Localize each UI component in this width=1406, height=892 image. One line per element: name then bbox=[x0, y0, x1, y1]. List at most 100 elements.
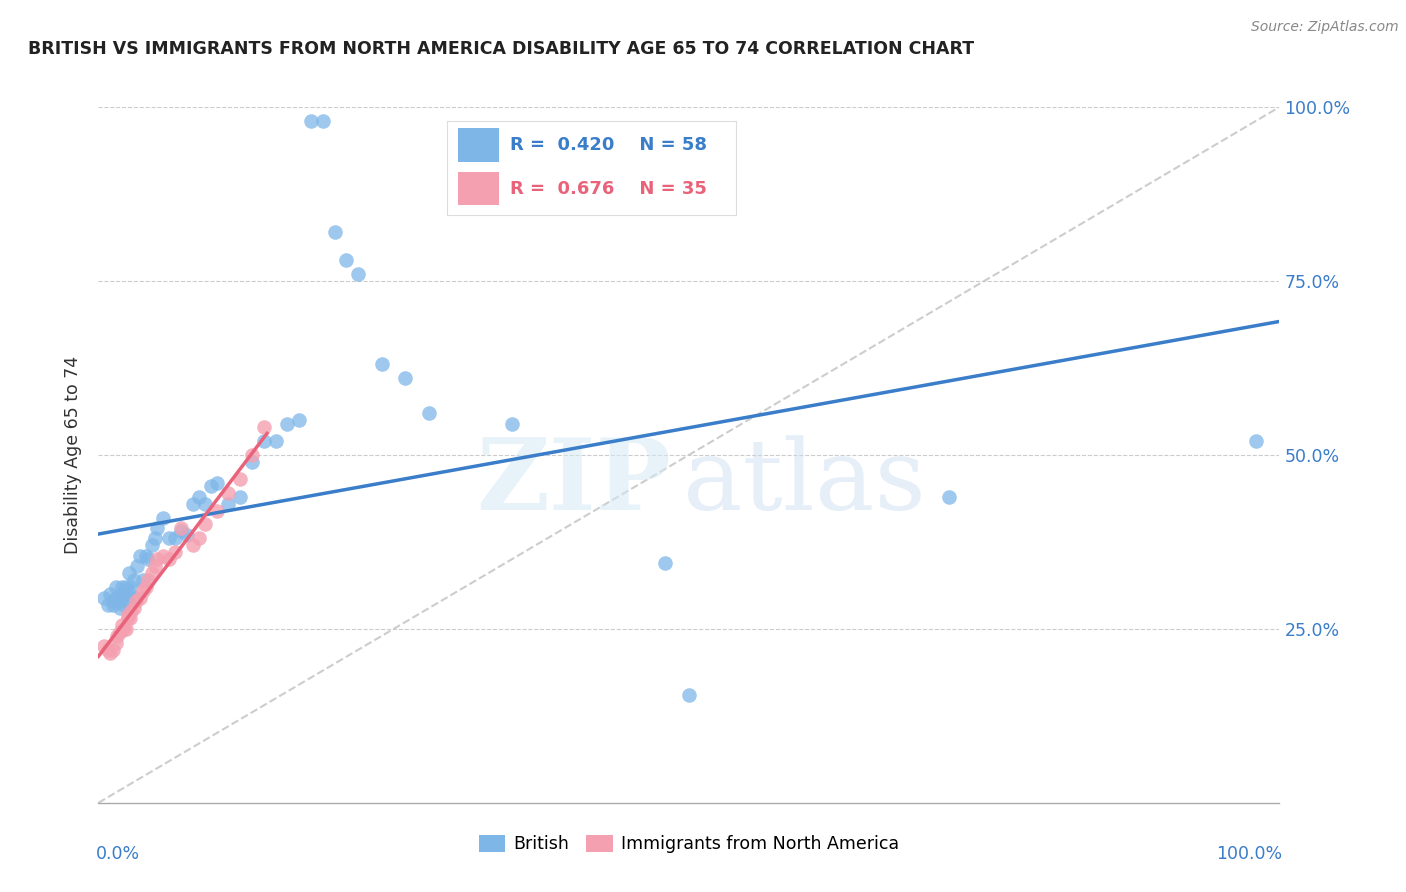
Text: 0.0%: 0.0% bbox=[96, 845, 141, 863]
Point bbox=[323, 225, 346, 239]
Point bbox=[335, 253, 357, 268]
Point bbox=[170, 521, 193, 535]
Point bbox=[1244, 434, 1267, 448]
Point bbox=[394, 371, 416, 385]
Point bbox=[418, 406, 440, 420]
Point bbox=[253, 420, 276, 434]
Point bbox=[128, 591, 150, 605]
Point bbox=[108, 625, 131, 640]
Point bbox=[135, 580, 157, 594]
Point bbox=[194, 517, 217, 532]
Point bbox=[299, 114, 322, 128]
Point bbox=[181, 538, 204, 552]
Point bbox=[678, 688, 700, 702]
Point bbox=[111, 587, 134, 601]
Text: ZIP: ZIP bbox=[477, 434, 671, 532]
Point bbox=[181, 497, 204, 511]
Point bbox=[229, 490, 252, 504]
Point bbox=[194, 497, 217, 511]
Point bbox=[122, 573, 145, 587]
Point bbox=[347, 267, 370, 281]
Point bbox=[654, 556, 676, 570]
Text: Source: ZipAtlas.com: Source: ZipAtlas.com bbox=[1251, 20, 1399, 34]
Point bbox=[135, 549, 157, 563]
Point bbox=[114, 622, 136, 636]
Point bbox=[105, 580, 128, 594]
Point bbox=[122, 601, 145, 615]
Point bbox=[143, 559, 166, 574]
Point bbox=[240, 448, 263, 462]
Point bbox=[176, 528, 198, 542]
Point bbox=[105, 591, 128, 605]
Point bbox=[141, 538, 163, 552]
Point bbox=[157, 532, 180, 546]
Point bbox=[120, 611, 142, 625]
Point bbox=[127, 559, 149, 574]
Point bbox=[253, 434, 276, 448]
Point bbox=[152, 510, 174, 524]
Point bbox=[217, 497, 239, 511]
Text: 100.0%: 100.0% bbox=[1216, 845, 1282, 863]
Point bbox=[98, 646, 121, 660]
Legend: British, Immigrants from North America: British, Immigrants from North America bbox=[471, 828, 907, 860]
Point bbox=[118, 566, 141, 581]
Point bbox=[141, 566, 163, 581]
Point bbox=[97, 598, 120, 612]
Point bbox=[152, 549, 174, 563]
Point bbox=[105, 636, 128, 650]
Point bbox=[117, 607, 139, 622]
Point bbox=[117, 594, 139, 608]
Y-axis label: Disability Age 65 to 74: Disability Age 65 to 74 bbox=[65, 356, 83, 554]
Point bbox=[125, 591, 148, 605]
Point bbox=[165, 545, 187, 559]
Point bbox=[117, 583, 139, 598]
Point bbox=[187, 532, 209, 546]
Point bbox=[114, 580, 136, 594]
Point bbox=[101, 598, 124, 612]
Point bbox=[121, 580, 143, 594]
Point bbox=[112, 587, 135, 601]
Point bbox=[103, 594, 125, 608]
Point bbox=[112, 622, 135, 636]
Point bbox=[125, 594, 148, 608]
Point bbox=[108, 601, 131, 615]
Point bbox=[157, 552, 180, 566]
Point bbox=[112, 598, 135, 612]
Point bbox=[217, 486, 239, 500]
Point bbox=[132, 573, 155, 587]
Point bbox=[132, 583, 155, 598]
Point bbox=[312, 114, 335, 128]
Point bbox=[97, 642, 120, 657]
Point bbox=[205, 475, 228, 490]
Point bbox=[229, 472, 252, 486]
Point bbox=[98, 587, 121, 601]
Point bbox=[136, 552, 159, 566]
Point bbox=[205, 503, 228, 517]
Point bbox=[111, 618, 134, 632]
Point bbox=[105, 629, 128, 643]
Point bbox=[108, 594, 131, 608]
Point bbox=[938, 490, 960, 504]
Point bbox=[187, 490, 209, 504]
Point bbox=[136, 573, 159, 587]
Point bbox=[170, 524, 193, 539]
Point bbox=[501, 417, 523, 431]
Point bbox=[121, 605, 143, 619]
Point bbox=[371, 358, 394, 372]
Point bbox=[276, 417, 298, 431]
Point bbox=[93, 639, 115, 653]
Point bbox=[117, 611, 139, 625]
Point bbox=[146, 521, 169, 535]
Point bbox=[93, 591, 115, 605]
Point bbox=[288, 413, 311, 427]
Point bbox=[101, 642, 124, 657]
Point bbox=[128, 549, 150, 563]
Text: atlas: atlas bbox=[683, 435, 925, 531]
Point bbox=[143, 532, 166, 546]
Text: BRITISH VS IMMIGRANTS FROM NORTH AMERICA DISABILITY AGE 65 TO 74 CORRELATION CHA: BRITISH VS IMMIGRANTS FROM NORTH AMERICA… bbox=[28, 40, 974, 58]
Point bbox=[200, 479, 222, 493]
Point bbox=[111, 580, 134, 594]
Point bbox=[165, 532, 187, 546]
Point bbox=[146, 552, 169, 566]
Point bbox=[264, 434, 287, 448]
